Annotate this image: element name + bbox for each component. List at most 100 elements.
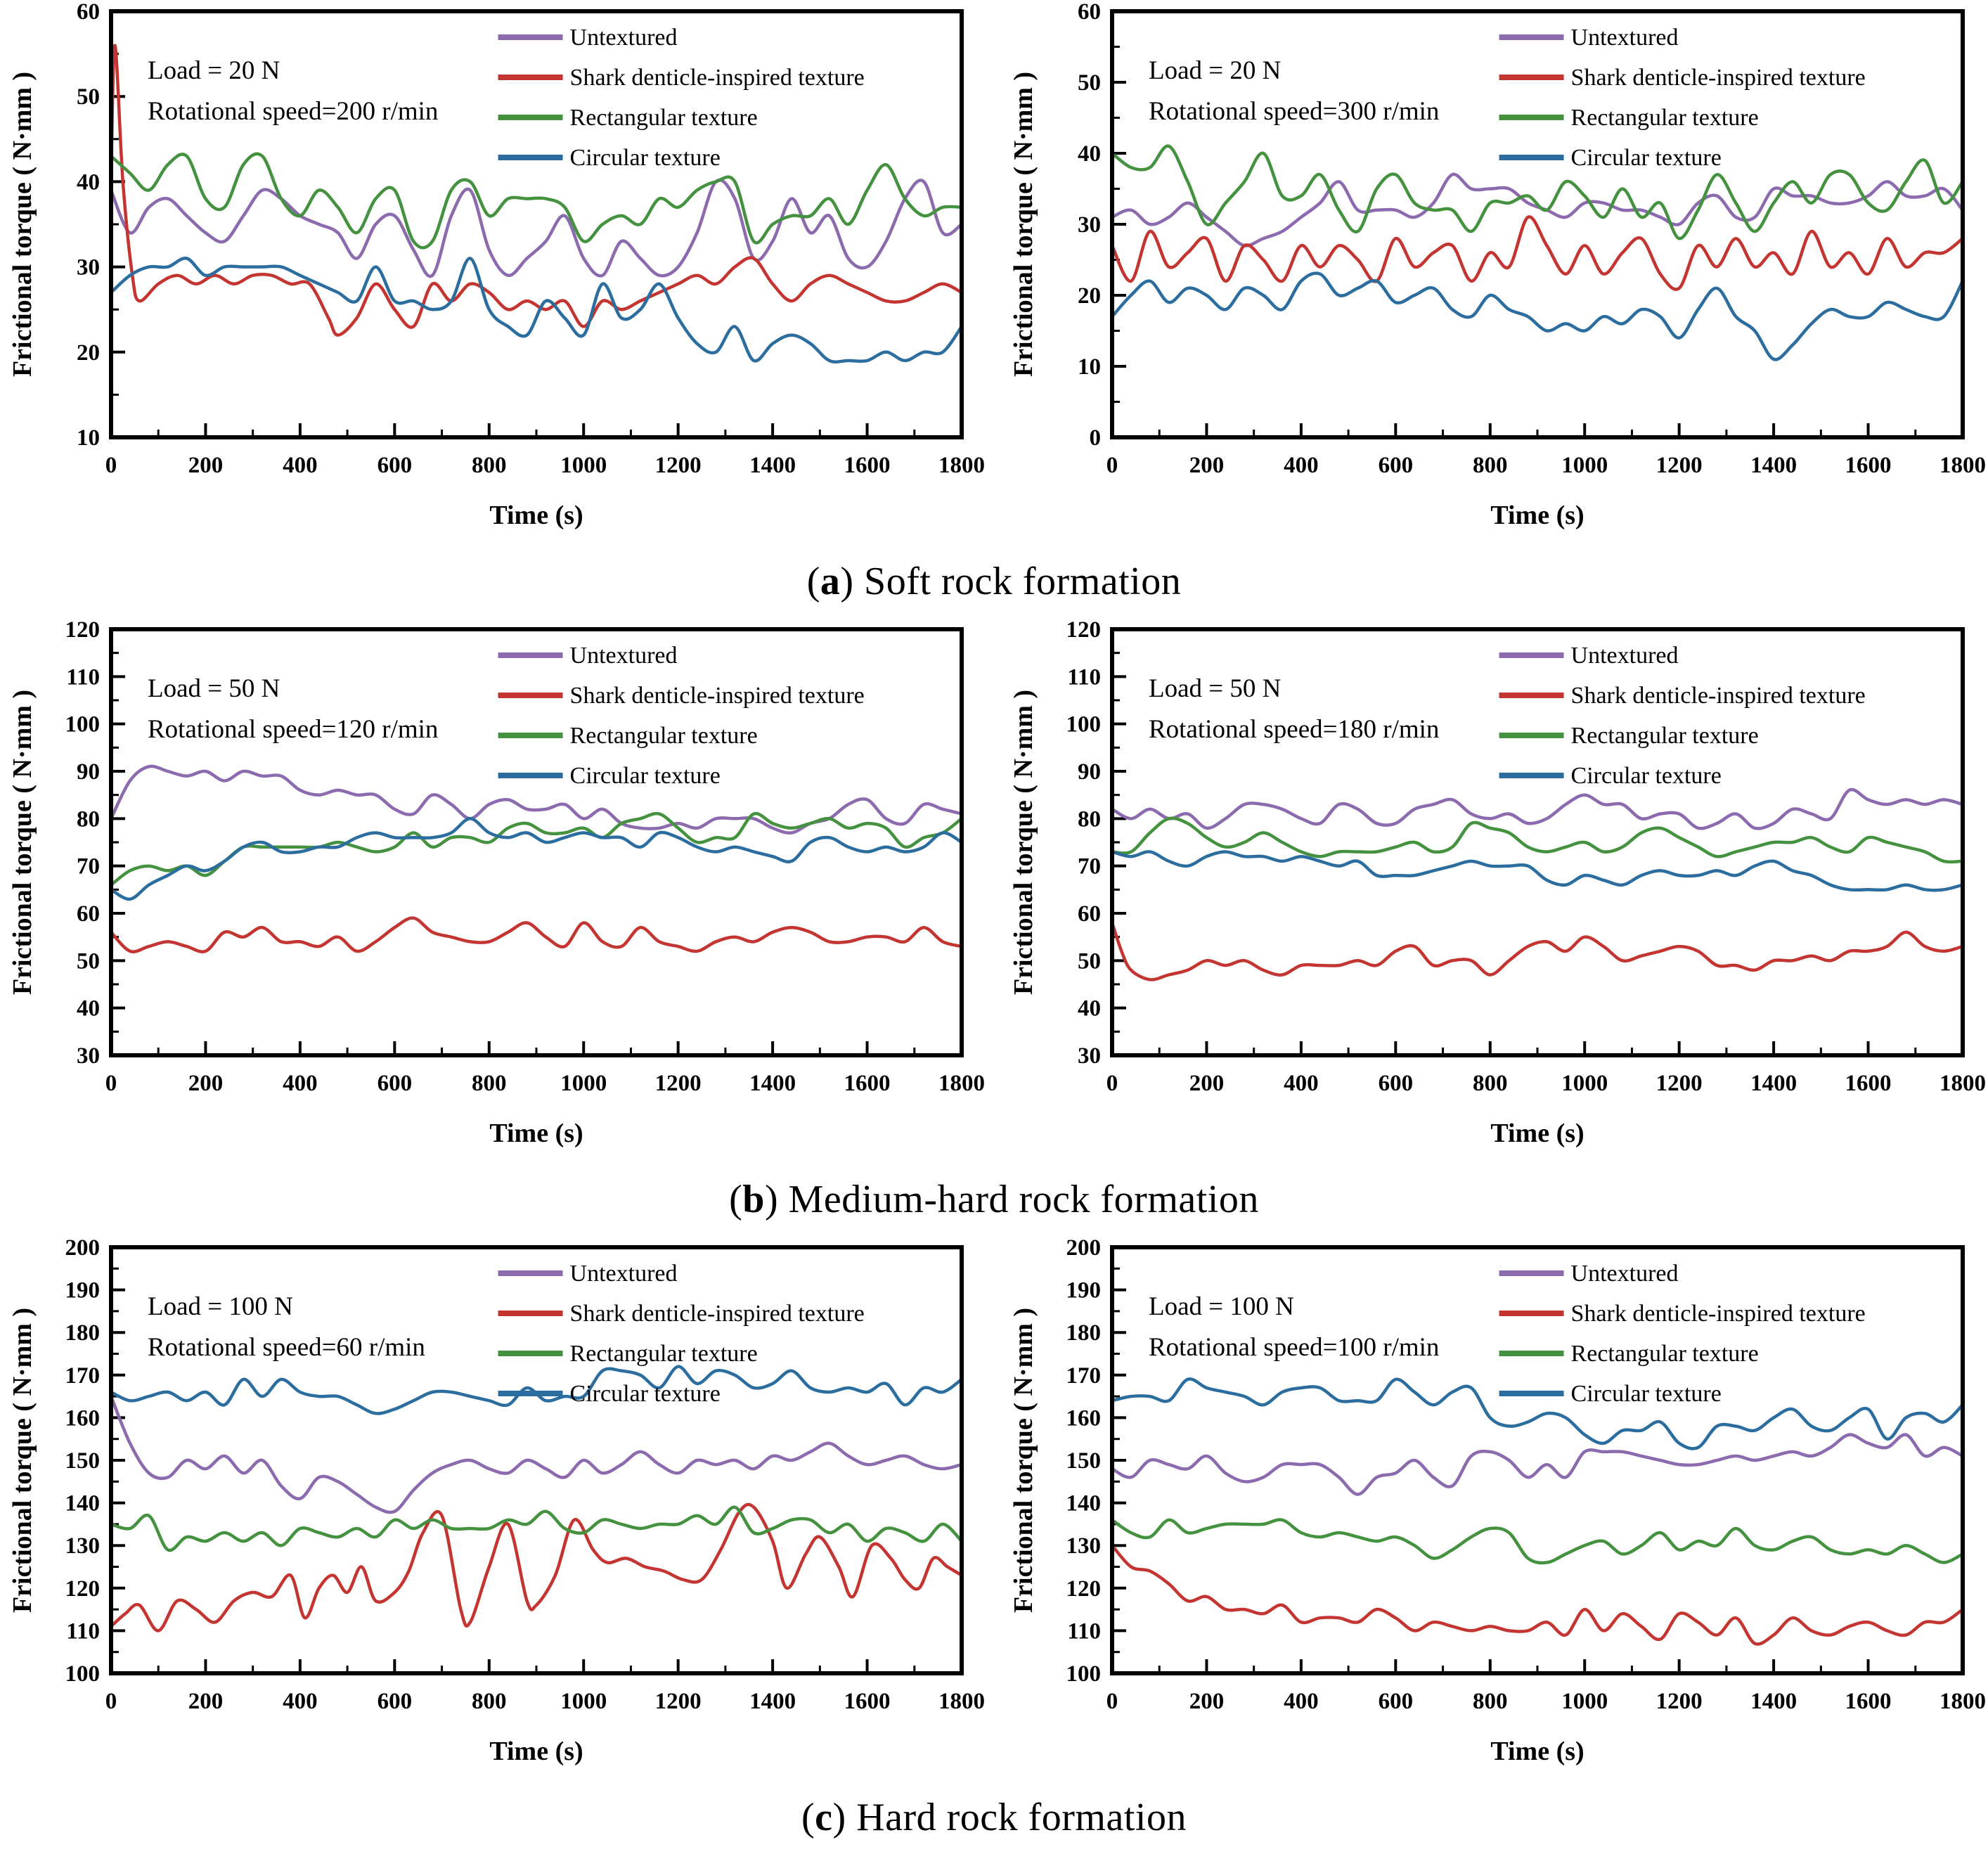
x-tick-label: 1200: [655, 453, 702, 478]
x-tick-label: 800: [1473, 1071, 1508, 1096]
series-line-untextured: [111, 178, 962, 278]
chart-annotation: Load = 100 N Rotational speed=100 r/min: [1149, 1292, 1439, 1362]
legend-label-untextured: Untextured: [570, 25, 678, 51]
y-tick-label: 80: [77, 806, 100, 832]
chart-svg-c1: 0 200 400 600 800 1000 1200 1400 1600 1800 100 110 1…: [8, 1236, 986, 1766]
x-axis-title: Time (s): [489, 1737, 583, 1766]
chart-row-b: 0 200 400 600 800 1000 1200 1400 1600 1800 30 40 50 6…: [0, 618, 1988, 1163]
x-tick-label: 600: [377, 453, 413, 478]
y-tick-label: 40: [77, 169, 100, 195]
caption-b-text: ) Medium-hard rock formation: [764, 1178, 1259, 1221]
x-tick-label: 1400: [749, 453, 796, 478]
x-tick-label: 1200: [655, 1689, 702, 1714]
series-line-circular: [111, 1365, 962, 1415]
caption-b-letter: b: [742, 1178, 765, 1221]
caption-a: (a) Soft rock formation: [0, 545, 1988, 618]
x-tick-label: 200: [188, 453, 224, 478]
legend-label-rectangular: Rectangular texture: [570, 105, 758, 131]
legend-label-rectangular: Rectangular texture: [1571, 723, 1759, 749]
y-tick-label: 150: [1066, 1448, 1102, 1474]
legend-label-untextured: Untextured: [1571, 1261, 1679, 1287]
series-line-shark: [1112, 215, 1963, 291]
chart-annotation-line: Load = 100 N: [148, 1292, 293, 1321]
y-axis-title: Frictional torque ( N·mm ): [8, 690, 37, 995]
x-tick-label: 1000: [1561, 1071, 1608, 1096]
y-axis-title: Frictional torque ( N·mm ): [8, 72, 37, 377]
x-tick-label: 800: [472, 453, 507, 478]
series-line-shark: [111, 916, 962, 953]
x-tick-label: 1000: [1561, 1689, 1608, 1714]
x-tick-label: 0: [105, 453, 117, 478]
x-axis-title: Time (s): [1490, 1119, 1584, 1148]
y-tick-label: 90: [1078, 759, 1101, 785]
x-axis-title: Time (s): [1490, 1737, 1584, 1766]
x-tick-label: 1800: [1939, 1689, 1986, 1714]
series-line-shark: [1112, 1543, 1963, 1646]
x-tick-label: 1200: [1656, 1071, 1703, 1096]
chart-svg-c2: 0 200 400 600 800 1000 1200 1400 1600 1800 100 110 1…: [1009, 1236, 1986, 1766]
series-line-shark: [1112, 921, 1963, 981]
chart-annotation: Load = 100 N Rotational speed=60 r/min: [148, 1292, 425, 1362]
series-line-rectangular: [1112, 1518, 1963, 1565]
series-line-untextured: [1112, 1433, 1963, 1496]
chart-row-a: 0 200 400 600 800 1000 1200 1400 1600 1800 10 20 30 4…: [0, 0, 1988, 545]
plot-area: [111, 44, 962, 363]
y-axis-title: Frictional torque ( N·mm ): [1009, 690, 1038, 995]
legend-label-rectangular: Rectangular texture: [570, 723, 758, 749]
x-tick-label: 0: [105, 1689, 117, 1714]
y-tick-label: 60: [1078, 901, 1101, 927]
axis-ticks: 0 200 400 600 800 1000 1200 1400 1600 1800 30 40 50 6…: [1066, 618, 1987, 1096]
x-tick-label: 400: [1284, 1071, 1319, 1096]
y-tick-label: 150: [65, 1448, 101, 1474]
y-tick-label: 110: [66, 1618, 100, 1644]
x-tick-label: 1600: [844, 1689, 891, 1714]
x-tick-label: 200: [1189, 453, 1225, 478]
y-tick-label: 10: [77, 425, 100, 451]
x-tick-label: 1400: [749, 1689, 796, 1714]
x-tick-label: 1200: [655, 1071, 702, 1096]
x-tick-label: 1600: [1845, 1071, 1892, 1096]
legend-label-rectangular: Rectangular texture: [1571, 1341, 1759, 1367]
series-line-rectangular: [1112, 816, 1963, 864]
chart-annotation-line: Load = 20 N: [148, 56, 280, 85]
legend-label-shark: Shark denticle-inspired texture: [1571, 683, 1866, 709]
chart-svg-b1: 0 200 400 600 800 1000 1200 1400 1600 1800 30 40 50 6…: [8, 618, 985, 1148]
x-axis-title: Time (s): [489, 501, 583, 530]
legend-label-shark: Shark denticle-inspired texture: [1571, 65, 1866, 91]
x-tick-label: 200: [188, 1071, 224, 1096]
x-tick-label: 200: [1189, 1071, 1225, 1096]
y-tick-label: 40: [77, 996, 100, 1022]
series-line-circular: [1112, 1377, 1963, 1450]
y-tick-label: 60: [77, 0, 100, 25]
y-tick-label: 20: [1078, 283, 1101, 309]
y-tick-label: 60: [1078, 0, 1101, 25]
y-tick-label: 30: [77, 255, 100, 281]
y-tick-label: 170: [1066, 1363, 1102, 1389]
y-tick-label: 40: [1078, 996, 1101, 1022]
series-line-rectangular: [111, 152, 962, 250]
legend-label-rectangular: Rectangular texture: [570, 1341, 758, 1367]
caption-c: (c) Hard rock formation: [0, 1781, 1988, 1854]
caption-b: (b) Medium-hard rock formation: [0, 1163, 1988, 1236]
legend-label-untextured: Untextured: [570, 1261, 678, 1287]
axis-ticks: 0 200 400 600 800 1000 1200 1400 1600 1800 100 110 1…: [65, 1236, 986, 1714]
chart-annotation-line: Rotational speed=100 r/min: [1149, 1333, 1439, 1362]
x-tick-label: 200: [1189, 1689, 1225, 1714]
caption-c-open: (: [801, 1796, 815, 1839]
row-medium-hard-rock: 0 200 400 600 800 1000 1200 1400 1600 1800 30 40 50 6…: [0, 618, 1988, 1236]
chart-svg-b2: 0 200 400 600 800 1000 1200 1400 1600 1800 30 40 50 6…: [1009, 618, 1987, 1148]
plot-border: [1110, 1245, 1965, 1675]
x-tick-label: 1200: [1656, 1689, 1703, 1714]
chart-annotation-line: Rotational speed=60 r/min: [148, 1333, 425, 1362]
x-tick-label: 1800: [938, 1689, 985, 1714]
y-tick-label: 50: [1078, 948, 1101, 974]
x-tick-label: 400: [1284, 1689, 1319, 1714]
y-axis-title: Frictional torque ( N·mm ): [8, 1308, 37, 1613]
x-tick-label: 800: [1473, 1689, 1508, 1714]
legend-label-circular: Circular texture: [1571, 763, 1722, 789]
x-tick-label: 1000: [1561, 453, 1608, 478]
y-tick-label: 160: [1066, 1405, 1102, 1431]
x-tick-label: 0: [105, 1071, 117, 1096]
series-line-rectangular: [1112, 144, 1963, 240]
x-tick-label: 1000: [560, 1071, 607, 1096]
